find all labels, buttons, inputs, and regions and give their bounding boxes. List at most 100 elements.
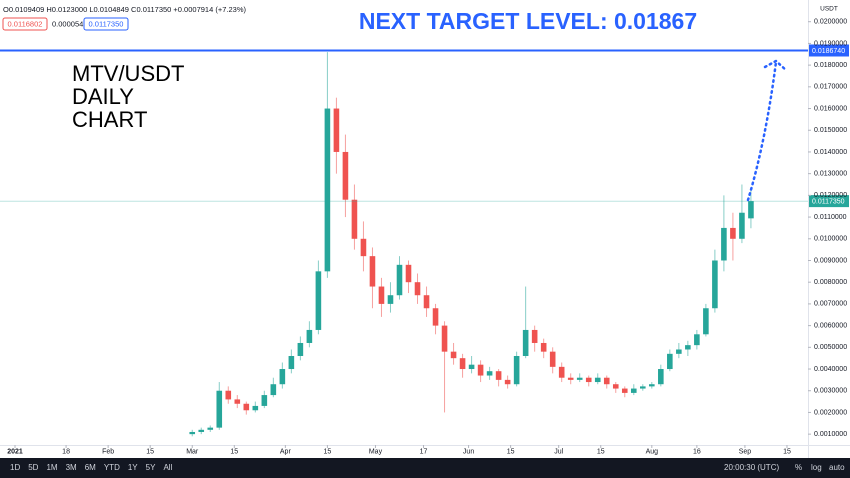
y-tick-label: 0.0080000 <box>814 279 847 286</box>
candle-body <box>297 342 304 356</box>
levels: 0.0117350 0.0186740 <box>0 44 849 208</box>
candle-body <box>225 390 232 400</box>
candle-body <box>640 386 646 389</box>
range-button[interactable]: 5Y <box>146 463 156 472</box>
candle-body <box>288 356 295 370</box>
annotation-line: DAILY <box>72 84 134 109</box>
y-tick-label: 0.0060000 <box>814 322 847 329</box>
candle-body <box>739 212 745 239</box>
x-tick-label: 18 <box>62 448 70 455</box>
x-tick-label: 15 <box>507 448 515 455</box>
x-tick-label: 17 <box>420 448 428 455</box>
x-tick-label: Jun <box>463 448 474 455</box>
y-tick-label: 0.0200000 <box>814 19 847 26</box>
price-label: 0.0186740 <box>812 48 845 55</box>
candle-body <box>685 345 691 350</box>
candle-body <box>531 329 538 343</box>
candle-body <box>504 379 511 385</box>
y-tick-label: 0.0150000 <box>814 127 847 134</box>
candle-body <box>324 108 331 272</box>
y-tick-label: 0.0070000 <box>814 301 847 308</box>
x-tick-label: 15 <box>783 448 791 455</box>
x-tick-label: Jul <box>554 448 563 455</box>
candle-body <box>351 199 358 239</box>
y-tick-label: 0.0120000 <box>814 192 847 199</box>
axes: 0.0010000 0.0020000 0.0030000 0.0040000 0.00… <box>7 19 847 456</box>
candle-body <box>387 295 394 304</box>
candle-body <box>450 351 457 359</box>
projection-arrowhead <box>763 59 789 73</box>
candle-body <box>459 358 466 370</box>
toolbar-items: 1D 5D 1M 3M 6M YTD 1Y 5Y All 20:00:30 (UTC)% log au… <box>10 463 845 472</box>
x-tick-label: May <box>369 448 383 455</box>
axis-option[interactable]: % <box>795 463 802 472</box>
candle-body <box>207 427 214 430</box>
candle-body <box>423 295 430 309</box>
y-tick-label: 0.0180000 <box>814 62 847 69</box>
range-button[interactable]: YTD <box>104 463 120 472</box>
candle-body <box>306 329 313 343</box>
clock: 20:00:30 (UTC) <box>724 463 779 472</box>
range-button[interactable]: 1D <box>10 463 20 472</box>
candle-body <box>703 308 709 335</box>
range-button[interactable]: 6M <box>85 463 96 472</box>
x-tick-label: 16 <box>693 448 701 455</box>
price-box <box>83 17 129 31</box>
candle-body <box>658 369 664 385</box>
x-tick-label: Apr <box>280 448 292 455</box>
candle-body <box>477 364 484 376</box>
candle-body <box>748 201 754 219</box>
candle-body <box>270 384 277 396</box>
projection-arrow <box>746 60 778 202</box>
range-button[interactable]: All <box>163 463 172 472</box>
x-tick-label: 15 <box>230 448 238 455</box>
candle-body <box>261 395 268 406</box>
x-tick-label: 15 <box>146 448 154 455</box>
range-button[interactable]: 1Y <box>128 463 138 472</box>
candle-body <box>549 351 556 367</box>
x-tick-label: Aug <box>646 448 659 455</box>
y-tick-label: 0.0140000 <box>814 149 847 156</box>
candle-body <box>567 377 574 380</box>
candle-body <box>603 377 610 385</box>
price-boxes: 0.0116802 0.0000548 0.0117350 <box>2 17 129 31</box>
candle-body <box>234 399 241 404</box>
x-tick-label: Feb <box>102 448 114 455</box>
range-button[interactable]: 5D <box>28 463 38 472</box>
candle-body <box>522 329 529 356</box>
y-tick-label: 0.0170000 <box>814 84 847 91</box>
candle-body <box>360 238 367 257</box>
price-label-box <box>809 44 849 57</box>
price-box-text: 0.0116802 <box>8 19 43 28</box>
candle-body <box>513 356 520 385</box>
y-tick-label: 0.0090000 <box>814 257 847 264</box>
candle-body <box>432 308 439 326</box>
candle-body <box>243 403 250 411</box>
axis-option[interactable]: log <box>811 463 822 472</box>
candle-body <box>333 108 340 152</box>
candles <box>189 52 754 437</box>
y-tick-label: 0.0040000 <box>814 366 847 373</box>
candle-body <box>495 371 502 380</box>
range-button[interactable]: 3M <box>66 463 77 472</box>
candle-body <box>612 384 619 389</box>
y-tick-label: 0.0190000 <box>814 40 847 47</box>
candle-body <box>468 364 475 370</box>
x-tick-label: 15 <box>324 448 332 455</box>
range-button[interactable]: 1M <box>46 463 57 472</box>
candle-body <box>694 334 700 346</box>
candle-body <box>252 405 259 411</box>
candle-body <box>189 431 196 435</box>
y-tick-label: 0.0160000 <box>814 105 847 112</box>
price-label: 0.0117350 <box>812 198 845 205</box>
price-box-text: 0.0117350 <box>89 19 124 28</box>
candle-body <box>441 325 448 352</box>
candle-body <box>540 342 547 352</box>
candle-body <box>576 377 583 380</box>
y-tick-label: 0.0130000 <box>814 171 847 178</box>
annotation-line: MTV/USDT <box>72 61 184 86</box>
axis-option[interactable]: auto <box>829 463 845 472</box>
annotation-line: CHART <box>72 107 147 132</box>
